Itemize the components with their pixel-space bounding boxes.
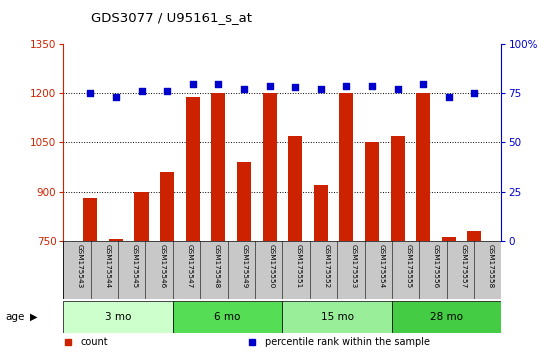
Bar xyxy=(339,93,353,354)
Point xyxy=(470,91,479,96)
Bar xyxy=(237,162,251,354)
Point xyxy=(342,83,351,88)
Text: 28 mo: 28 mo xyxy=(430,312,463,322)
Text: GSM175557: GSM175557 xyxy=(460,244,466,288)
Bar xyxy=(392,301,501,333)
Text: GSM175553: GSM175553 xyxy=(351,244,357,288)
Bar xyxy=(467,231,482,354)
Point xyxy=(368,83,376,88)
Bar xyxy=(63,301,173,333)
Text: 3 mo: 3 mo xyxy=(105,312,131,322)
Text: 15 mo: 15 mo xyxy=(321,312,354,322)
Text: GSM175545: GSM175545 xyxy=(132,244,138,288)
Point xyxy=(240,87,249,92)
Point xyxy=(265,83,274,88)
Point xyxy=(419,81,428,86)
Point xyxy=(86,91,95,96)
Text: ▶: ▶ xyxy=(30,312,38,322)
Text: count: count xyxy=(81,337,109,347)
Bar xyxy=(212,93,225,354)
Point xyxy=(291,85,300,90)
Point xyxy=(111,95,120,100)
Text: age: age xyxy=(6,312,25,322)
Text: GSM175551: GSM175551 xyxy=(296,244,302,288)
Bar xyxy=(314,185,328,354)
Bar xyxy=(186,97,200,354)
Text: GSM175544: GSM175544 xyxy=(105,244,110,288)
Text: GSM175548: GSM175548 xyxy=(214,244,220,288)
Point xyxy=(316,87,325,92)
Text: GSM175543: GSM175543 xyxy=(77,244,83,288)
Point xyxy=(393,87,402,92)
Bar xyxy=(391,136,404,354)
Bar xyxy=(282,301,392,333)
Bar xyxy=(173,301,282,333)
Text: GSM175554: GSM175554 xyxy=(378,244,384,288)
Bar xyxy=(160,172,174,354)
Point xyxy=(214,81,223,86)
Bar xyxy=(83,198,98,354)
Text: percentile rank within the sample: percentile rank within the sample xyxy=(265,337,430,347)
Text: GSM175547: GSM175547 xyxy=(187,244,192,288)
Text: GSM175556: GSM175556 xyxy=(433,244,439,288)
Bar xyxy=(134,192,149,354)
Point xyxy=(137,88,146,94)
Point xyxy=(445,95,453,100)
Text: GSM175549: GSM175549 xyxy=(241,244,247,288)
Text: 6 mo: 6 mo xyxy=(214,312,241,322)
Text: GSM175550: GSM175550 xyxy=(269,244,275,288)
Text: GSM175555: GSM175555 xyxy=(406,244,412,288)
Text: GDS3077 / U95161_s_at: GDS3077 / U95161_s_at xyxy=(91,11,252,24)
Bar xyxy=(109,239,123,354)
Point xyxy=(163,88,171,94)
Bar xyxy=(442,238,456,354)
Bar xyxy=(262,93,277,354)
Text: GSM175552: GSM175552 xyxy=(323,244,329,288)
Bar xyxy=(365,142,379,354)
Text: GSM175558: GSM175558 xyxy=(488,244,494,288)
Bar xyxy=(288,136,302,354)
Point xyxy=(188,81,197,86)
Bar xyxy=(416,93,430,354)
Text: GSM175546: GSM175546 xyxy=(159,244,165,288)
